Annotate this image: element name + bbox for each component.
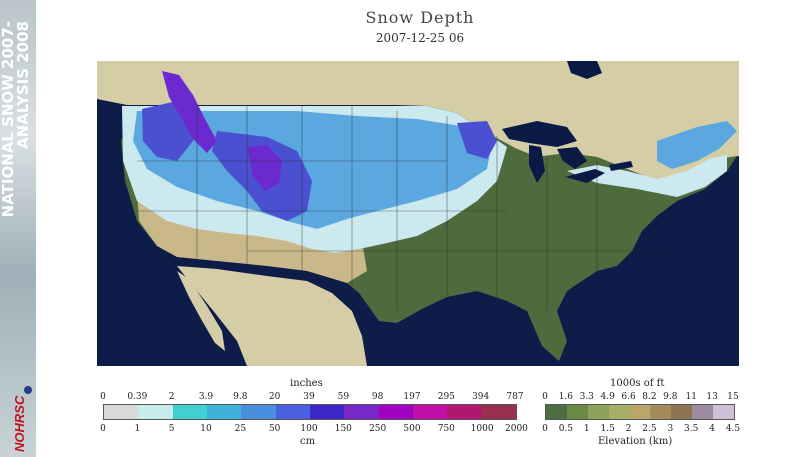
scale-tick-label: 3 (667, 424, 674, 434)
lake-ontario (609, 161, 633, 171)
scale-tick-label: 1 (134, 424, 141, 434)
color-swatch (546, 405, 567, 419)
state-boundaries (137, 106, 657, 311)
color-swatch (104, 405, 139, 419)
side-title-line2: ANALYSIS 2008 (14, 21, 32, 150)
scale-tick-label: 3.3 (579, 392, 594, 402)
scale-tick-label: 10 (200, 424, 212, 434)
scale-tick-label: 4 (709, 424, 715, 434)
scale-tick-label: 9.8 (233, 392, 248, 402)
scale-tick-label: 59 (337, 392, 350, 402)
color-swatch (206, 405, 242, 419)
color-swatch (650, 405, 672, 419)
color-swatch (566, 405, 588, 419)
color-swatch (412, 405, 448, 419)
baja-peninsula (177, 271, 225, 351)
scale-tick-label: 787 (506, 392, 524, 402)
color-swatch (692, 405, 714, 419)
color-swatch (481, 405, 516, 419)
scale-tick-label: 25 (234, 424, 247, 434)
scale-tick-label: 2 (625, 424, 632, 434)
scale-tick-label: 250 (369, 424, 387, 434)
scale-tick-label: 0 (542, 392, 548, 402)
scale-tick-label: 15 (727, 392, 739, 402)
scale-tick-label: 6.6 (621, 392, 636, 402)
scale-tick-label: 1 (583, 424, 590, 434)
color-swatch (713, 405, 735, 419)
color-swatch (608, 405, 630, 419)
scale-tick-label: 1.6 (558, 392, 574, 402)
color-swatch (275, 405, 310, 419)
snow-scale-top-unit: inches (290, 378, 323, 389)
color-swatch (587, 405, 609, 419)
scale-tick-label: 3.5 (684, 424, 699, 434)
scale-tick-label: 4.9 (600, 392, 615, 402)
color-swatch (378, 405, 413, 419)
snow-cover-light-northeast (567, 155, 727, 197)
mexico-land (177, 266, 367, 366)
scale-tick-label: 197 (403, 392, 421, 402)
elevation-scale-bottom-unit: Elevation (km) (598, 436, 673, 447)
scale-tick-label: 11 (685, 392, 697, 402)
side-banner: NATIONAL SNOW 2007- ANALYSIS 2008 NOHRSC (0, 0, 36, 457)
scale-tick-label: 0 (100, 392, 106, 402)
scale-tick-label: 0.5 (558, 424, 574, 434)
color-swatch (447, 405, 482, 419)
scale-tick-label: 2 (168, 392, 175, 402)
snow-cover-very-deep-rockies (247, 145, 282, 191)
hudson-bay (567, 61, 602, 79)
color-swatch (309, 405, 345, 419)
great-lakes (502, 121, 577, 147)
scale-tick-label: 295 (437, 392, 455, 402)
color-swatch (671, 405, 693, 419)
nohrsc-logo: NOHRSC (12, 386, 32, 452)
scale-tick-label: 1.5 (600, 424, 615, 434)
logo-text: NOHRSC (12, 395, 27, 452)
lake-erie (565, 169, 605, 183)
scale-tick-label: 500 (403, 424, 421, 434)
color-swatch (344, 405, 379, 419)
snow-cover-deep-great-lakes (457, 121, 497, 159)
scale-tick-label: 8.2 (642, 392, 657, 402)
scale-tick-label: 2000 (505, 424, 528, 434)
scale-tick-label: 39 (303, 392, 315, 402)
snow-cover-moderate-northeast (657, 121, 737, 169)
lake-michigan (529, 145, 545, 183)
scale-tick-label: 0.39 (127, 392, 148, 402)
scale-tick-label: 0 (100, 424, 106, 434)
scale-tick-label: 750 (437, 424, 455, 434)
color-swatch (138, 405, 173, 419)
lake-huron (557, 147, 587, 169)
scale-tick-label: 2.5 (642, 424, 657, 434)
color-swatch (629, 405, 651, 419)
snow-cover-very-deep (162, 71, 217, 153)
scale-tick-label: 5 (168, 424, 175, 434)
logo-emblem-icon (24, 386, 32, 394)
snow-depth-color-bar (103, 404, 517, 420)
scale-tick-label: 98 (371, 392, 384, 402)
scale-tick-label: 100 (300, 424, 318, 434)
map-datetime: 2007-12-25 06 (375, 31, 465, 45)
side-banner-title: NATIONAL SNOW 2007- ANALYSIS 2008 (0, 21, 33, 431)
snow-depth-map (97, 61, 739, 366)
elevation-scale-top-unit: 1000s of ft (610, 378, 665, 389)
scale-tick-label: 9.8 (663, 392, 678, 402)
scale-tick-label: 0 (542, 424, 548, 434)
scale-tick-label: 1000 (470, 424, 494, 434)
scale-tick-label: 394 (472, 392, 490, 402)
color-swatch (172, 405, 207, 419)
snow-scale-bottom-unit: cm (300, 436, 316, 447)
scale-tick-label: 150 (334, 424, 352, 434)
scale-tick-label: 50 (268, 424, 281, 434)
scale-tick-label: 3.9 (198, 392, 214, 402)
color-swatch (241, 405, 276, 419)
scale-tick-label: 20 (268, 392, 281, 402)
scale-tick-label: 4.5 (725, 424, 741, 434)
scale-tick-label: 13 (706, 392, 718, 402)
elevation-color-bar (545, 404, 735, 420)
map-title: Snow Depth (365, 8, 475, 27)
